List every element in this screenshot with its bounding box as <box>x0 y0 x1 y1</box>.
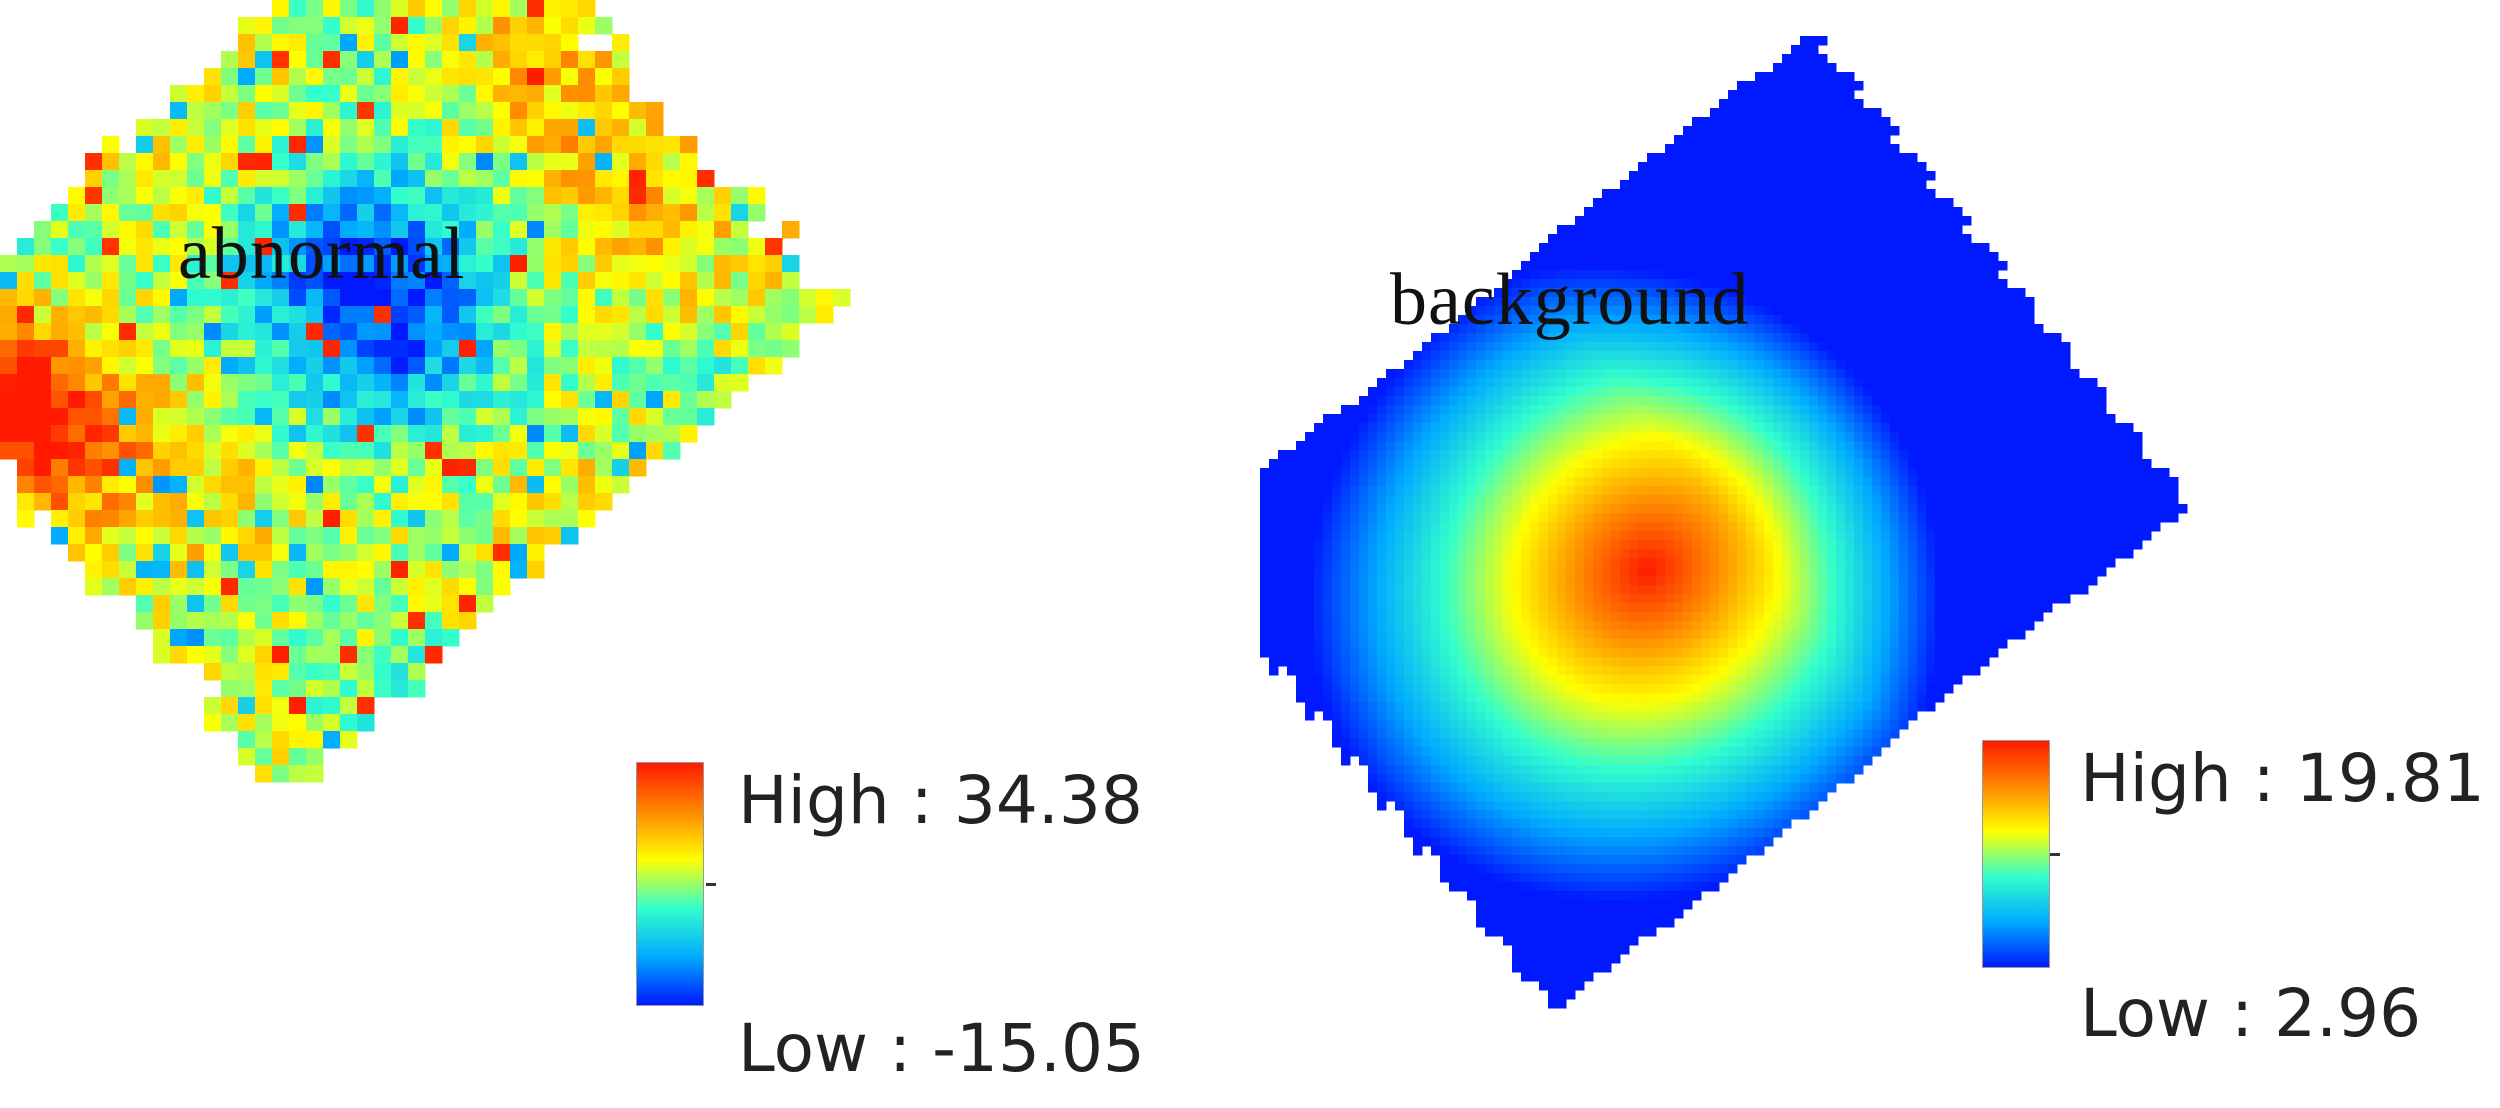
abnormal-legend-high: High : 34.38 <box>738 762 1143 839</box>
abnormal-raster <box>0 0 851 783</box>
background-map-panel: background High : 19.81 Low : 2.96 <box>1260 0 2500 1108</box>
background-legend-high: High : 19.81 <box>2080 740 2485 817</box>
abnormal-legend-low: Low : -15.05 <box>738 1010 1145 1087</box>
background-legend-tick <box>2050 853 2060 856</box>
abnormal-color-ramp <box>636 762 704 1006</box>
abnormal-legend-tick <box>706 883 716 886</box>
background-legend-low: Low : 2.96 <box>2080 975 2422 1052</box>
abnormal-map-panel: abnormal High : 34.38 Low : -15.05 <box>0 0 1145 1087</box>
abnormal-map-title: abnormal <box>178 213 466 295</box>
background-raster <box>1260 36 2188 1009</box>
background-map-title: background <box>1390 259 1750 341</box>
background-color-ramp <box>1982 740 2050 968</box>
